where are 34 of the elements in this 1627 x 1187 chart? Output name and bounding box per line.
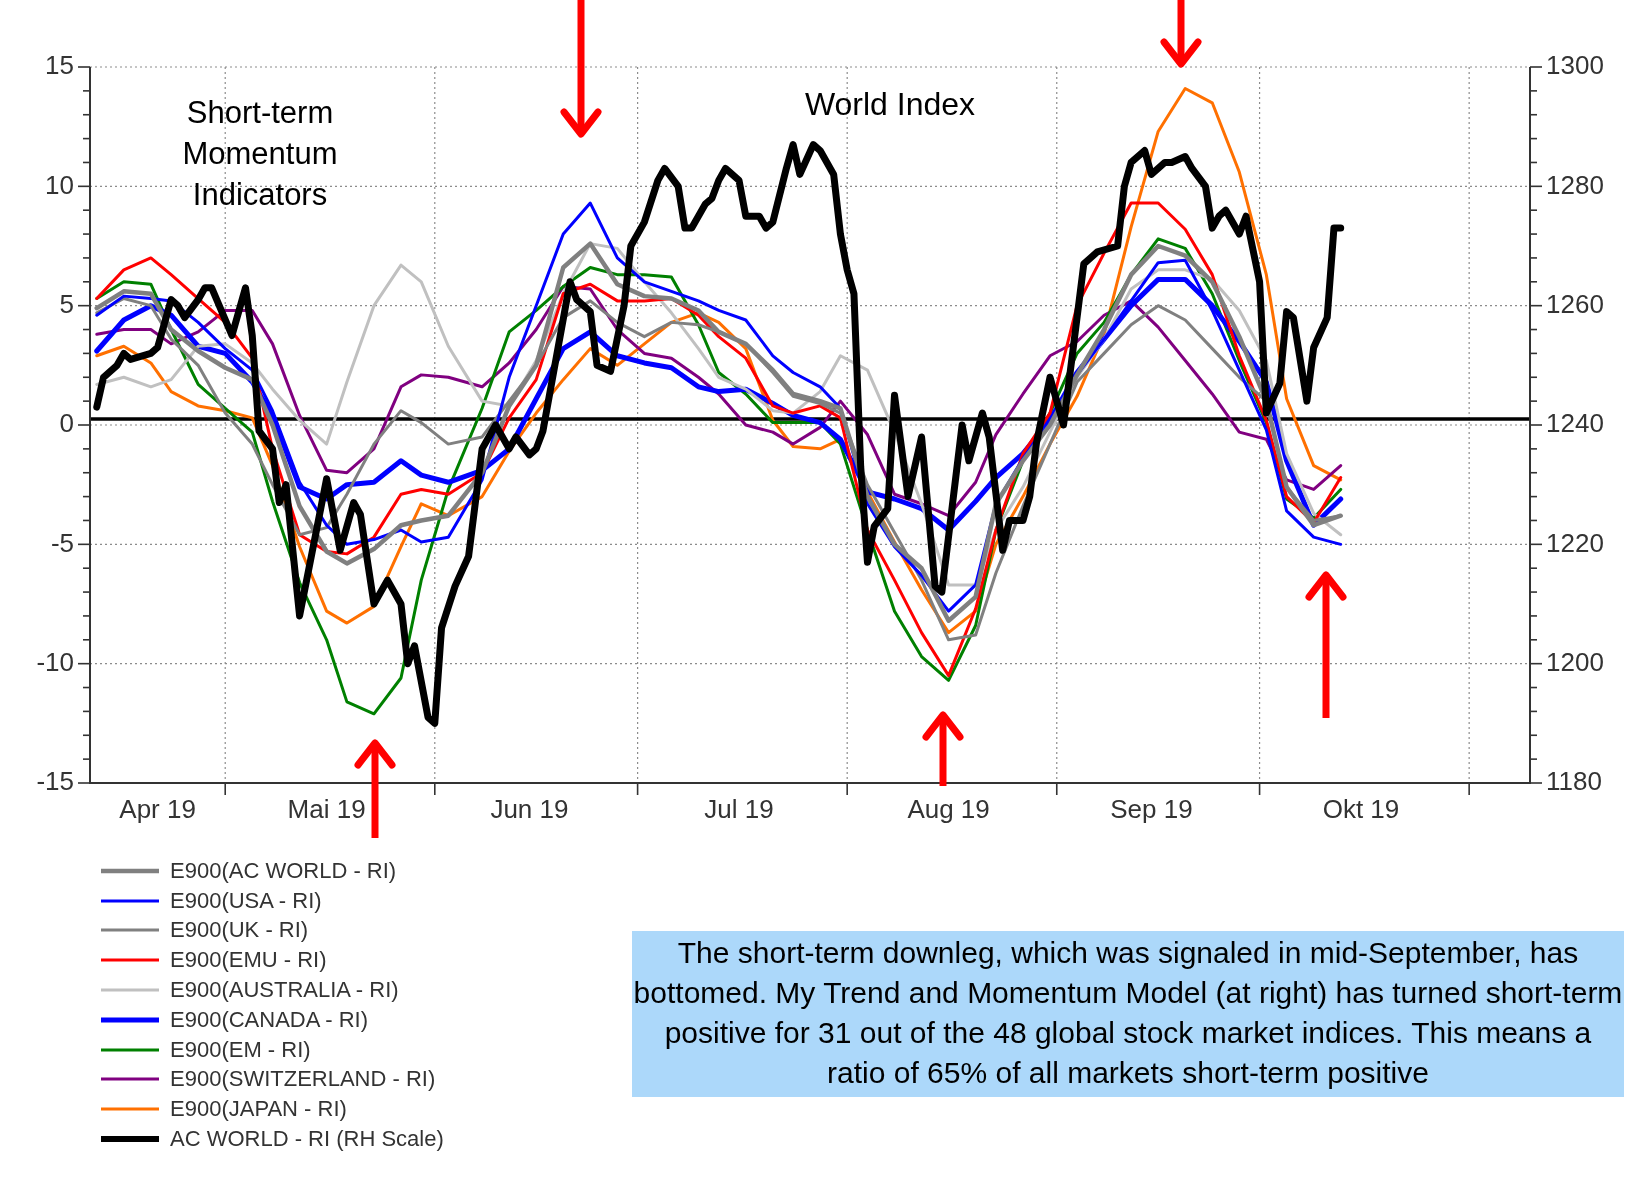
legend-label: E900(AUSTRALIA - RI) bbox=[170, 977, 399, 1004]
legend-label: E900(EMU - RI) bbox=[170, 947, 327, 974]
x-tick-label: Jul 19 bbox=[704, 793, 774, 824]
annotation: World Index bbox=[803, 85, 977, 124]
y2-tick-label: 1260 bbox=[1546, 288, 1604, 319]
y2-tick-label: 1200 bbox=[1546, 646, 1604, 677]
y-tick-label: 5 bbox=[59, 288, 74, 319]
y-tick-label: -10 bbox=[36, 646, 74, 677]
annotation: Short-term Momentum Indicators bbox=[181, 94, 339, 214]
y-tick-label: -5 bbox=[50, 527, 74, 558]
legend-label: E900(JAPAN - RI) bbox=[170, 1096, 347, 1123]
x-tick-label: Mai 19 bbox=[287, 793, 366, 824]
y2-tick-label: 1240 bbox=[1546, 408, 1604, 439]
legend-label: E900(SWITZERLAND - RI) bbox=[170, 1066, 436, 1093]
y2-tick-label: 1300 bbox=[1546, 50, 1604, 81]
y2-tick-label: 1280 bbox=[1546, 169, 1604, 200]
text: The short-term downleg, which was signaled in mid-September, has bottomed. My Trend and Momentum Model (at right) has turned short-term positive for 31 out of the 48 global stock market indices. This means a ratio of 65% of all markets short-term positive bbox=[632, 931, 1624, 1097]
y-tick-label: -15 bbox=[36, 766, 74, 797]
x-tick-label: Okt 19 bbox=[1322, 793, 1400, 824]
x-tick-label: Jun 19 bbox=[490, 793, 569, 824]
legend-label: E900(EM - RI) bbox=[170, 1036, 311, 1063]
y2-tick-label: 1180 bbox=[1546, 766, 1602, 797]
legend-label: AC WORLD - RI (RH Scale) bbox=[170, 1126, 444, 1153]
y-tick-label: 10 bbox=[45, 169, 74, 200]
x-tick-label: Apr 19 bbox=[119, 793, 196, 824]
y-tick-label: 15 bbox=[45, 50, 74, 81]
legend-label: E900(USA - RI) bbox=[170, 887, 322, 914]
y-tick-label: 0 bbox=[59, 408, 74, 439]
legend-label: E900(CANADA - RI) bbox=[170, 1006, 369, 1033]
legend-label: E900(UK - RI) bbox=[170, 917, 309, 944]
y2-tick-label: 1220 bbox=[1546, 527, 1604, 558]
legend-label: E900(AC WORLD - RI) bbox=[170, 857, 397, 884]
x-tick-label: Sep 19 bbox=[1110, 793, 1193, 824]
x-tick-label: Aug 19 bbox=[907, 793, 990, 824]
